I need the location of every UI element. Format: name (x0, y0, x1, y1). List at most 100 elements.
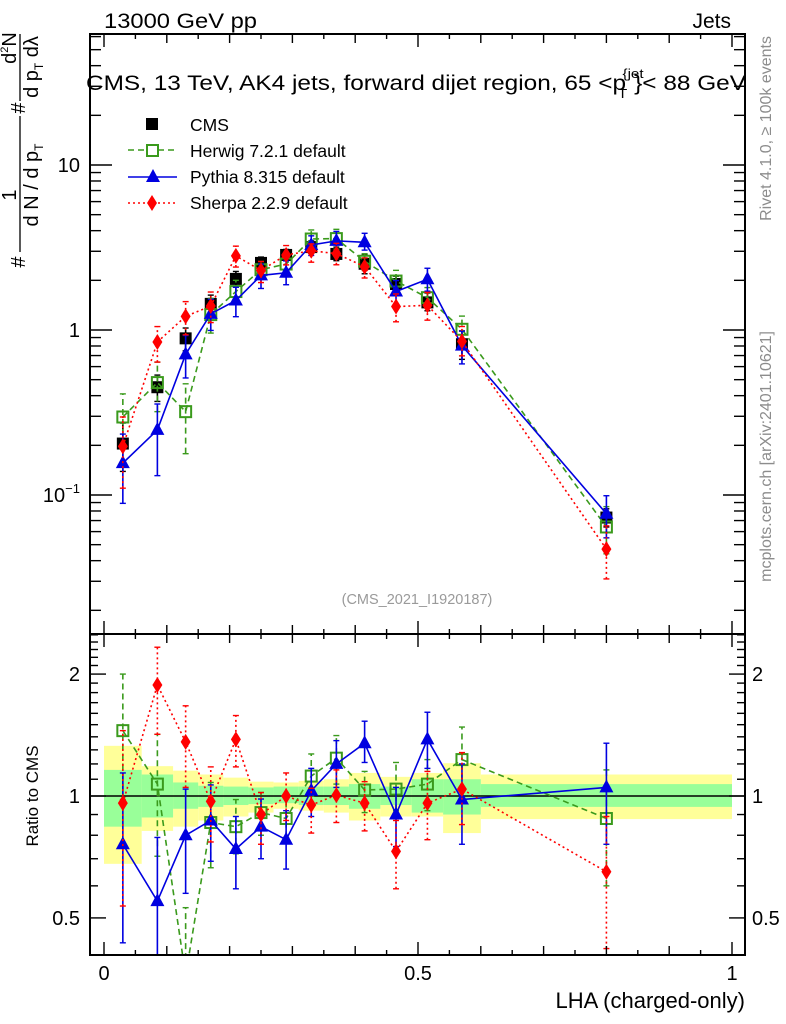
herwig-line (122, 730, 607, 955)
sherpa-error-bar (207, 766, 214, 843)
herwig-legend-marker (146, 144, 159, 157)
pythia-marker (599, 779, 614, 793)
legend-label: Pythia 8.315 default (190, 167, 345, 187)
sherpa-error-bar (424, 770, 431, 841)
herwig-error-bar (182, 906, 189, 955)
sherpa-marker (306, 242, 317, 259)
sherpa-error-bar (458, 325, 465, 357)
sherpa-series (117, 242, 612, 580)
ylabel-numerator-1: 1 (0, 189, 21, 200)
pythia-marker (329, 755, 344, 769)
pythia-marker (420, 731, 435, 745)
pythia-marker (279, 831, 294, 845)
ratio-y-axis-label: Ratio to CMS (23, 745, 42, 846)
pythia-marker (203, 812, 218, 826)
y-tick-label-exponent: −1 (65, 481, 80, 496)
sherpa-marker (331, 787, 342, 804)
pythia-line (122, 737, 607, 903)
herwig-marker (150, 777, 164, 791)
pythia-marker (279, 264, 294, 278)
sherpa-marker (359, 258, 370, 275)
pythia-marker (254, 818, 268, 832)
herwig-error-bar (182, 383, 189, 455)
sherpa-error-bar (393, 293, 400, 323)
sherpa-marker (601, 863, 612, 880)
y-tick-label: 10 (58, 155, 80, 177)
sherpa-error-bar (283, 772, 290, 822)
title-text: CMS, 13 TeV, AK4 jets, forward dijet reg… (86, 72, 626, 95)
ratio-panel-frame (89, 633, 746, 956)
herwig-line (122, 237, 608, 528)
sherpa-marker (230, 731, 241, 748)
sherpa-error-bar (424, 291, 431, 321)
x-tick-label: 0.5 (404, 963, 432, 985)
sherpa-marker (180, 733, 191, 750)
title-subscript: T (618, 86, 627, 101)
sherpa-error-bar (393, 819, 400, 890)
pythia-error-bar (154, 403, 161, 477)
ylabel-denominator-2-text: d p (21, 70, 43, 98)
pythia-marker (178, 346, 193, 360)
sherpa-marker (152, 333, 163, 350)
legend-item-herwig: Herwig 7.2.1 default (128, 141, 346, 161)
ratio-y-tick-label-right: 2 (752, 664, 763, 686)
herwig-marker (116, 724, 130, 738)
sherpa-marker (456, 333, 467, 350)
sherpa-marker (422, 795, 433, 812)
sherpa-marker (391, 843, 402, 860)
pythia-marker (599, 505, 614, 519)
pythia-legend-marker (146, 169, 160, 182)
pythia-marker (228, 840, 243, 854)
pythia-marker (420, 271, 435, 285)
ylabel-numerator-2-sup: 2 (0, 47, 11, 53)
ylabel-denominator-1-sub: T (32, 143, 46, 151)
ylabel-numerator-2: d2N (0, 32, 21, 64)
pythia-marker (150, 893, 165, 907)
y-tick-label-base: 10 (43, 485, 65, 507)
pythia-marker (389, 283, 404, 297)
sherpa-legend-marker (147, 195, 157, 211)
ratio-y-tick-label: 1 (69, 786, 80, 808)
plot-title: CMS, 13 TeV, AK4 jets, forward dijet reg… (86, 66, 746, 101)
main-panel (115, 228, 614, 580)
sherpa-error-bar (361, 780, 368, 832)
sherpa-line (122, 249, 608, 550)
pythia-marker (304, 782, 319, 796)
sherpa-error-bar (308, 787, 315, 834)
herwig-marker (179, 405, 193, 419)
sherpa-marker (117, 795, 128, 812)
ylabel-hash: # (8, 256, 30, 268)
cms-legend-marker (146, 118, 158, 130)
analysis-annotation: (CMS_2021_I1920187) (342, 592, 493, 608)
ratio-y-tick-label-right: 0.5 (752, 908, 780, 930)
legend-item-pythia: Pythia 8.315 default (128, 167, 345, 187)
sherpa-marker (117, 438, 128, 455)
legend-label: Sherpa 2.2.9 default (190, 193, 348, 213)
sherpa-marker (230, 247, 241, 264)
ylabel-denominator-1-text: d N / d p (21, 151, 43, 227)
pythia-marker (115, 836, 130, 850)
ylabel-numerator-2-d: d (0, 53, 21, 64)
sherpa-marker (281, 246, 292, 263)
legend: CMS Herwig 7.2.1 default Pythia 8.315 de… (128, 115, 348, 213)
pythia-marker (357, 234, 372, 248)
x-axis-label: LHA (charged-only) (555, 988, 745, 1013)
category-label: Jets (692, 10, 731, 33)
pythia-series (115, 711, 614, 955)
sherpa-marker (456, 781, 467, 798)
ylabel-denominator-2-end: dλ (21, 36, 43, 63)
ylabel-denominator-1: d N / d pT (21, 143, 46, 227)
sherpa-error-bar (119, 729, 126, 907)
sherpa-marker (205, 793, 216, 810)
pythia-line (122, 240, 608, 515)
pythia-marker (357, 735, 372, 749)
y-tick-label: 1 (69, 320, 80, 342)
y-tick-label-base: 1 (69, 320, 80, 342)
y-tick-label: 10−1 (43, 481, 80, 507)
pythia-marker (389, 806, 404, 820)
pythia-error-bar (154, 836, 161, 955)
herwig-marker (150, 376, 164, 390)
sherpa-marker (256, 262, 266, 279)
sherpa-marker (180, 308, 191, 325)
